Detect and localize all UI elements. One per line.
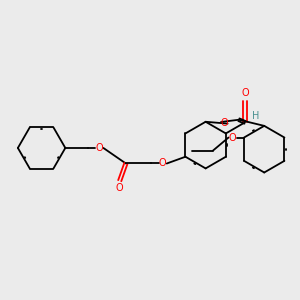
Text: O: O [220, 118, 228, 128]
Text: O: O [116, 183, 124, 193]
Text: O: O [241, 88, 249, 98]
Text: O: O [95, 143, 103, 153]
Text: O: O [229, 133, 236, 142]
Text: O: O [159, 158, 166, 169]
Text: H: H [252, 111, 260, 121]
